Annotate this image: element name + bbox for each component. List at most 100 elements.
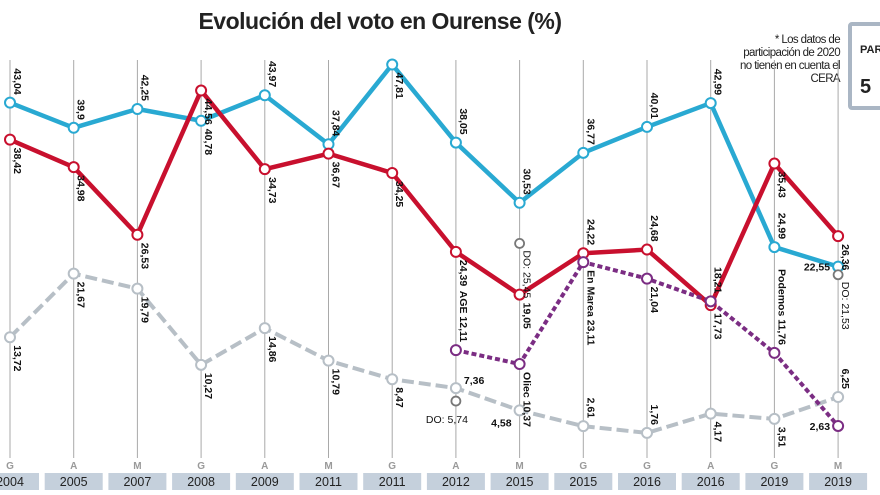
data-point <box>195 114 208 127</box>
data-label: 34,73 <box>266 177 278 203</box>
data-point <box>513 404 526 417</box>
data-point <box>513 196 526 209</box>
data-label: 19,05 <box>521 303 533 329</box>
election-type-label: A <box>261 461 268 472</box>
do-label: DO: 5,74 <box>426 414 468 426</box>
participation-label: PAR <box>860 44 880 56</box>
election-type-label: M <box>324 461 332 472</box>
data-point <box>704 407 717 420</box>
data-label: 36,67 <box>330 162 342 188</box>
data-label: 38,42 <box>11 148 23 174</box>
data-point <box>641 272 653 285</box>
year-label: 2004 <box>0 475 24 489</box>
data-label: 6,25 <box>839 369 851 390</box>
year-box <box>235 473 294 490</box>
data-point <box>4 331 16 344</box>
data-point <box>641 120 653 133</box>
data-point <box>768 346 781 359</box>
data-point <box>195 358 208 371</box>
year-box <box>554 473 613 490</box>
data-point <box>641 243 653 256</box>
data-label: Oliec 10,37 <box>521 372 533 427</box>
year-label: 2005 <box>60 475 88 489</box>
data-label: 18,21 <box>712 267 724 293</box>
year-label: 2008 <box>187 475 215 489</box>
data-point <box>832 419 845 432</box>
data-point <box>67 267 80 280</box>
data-label: 43,04 <box>11 68 23 94</box>
data-label: 42,99 <box>712 69 724 95</box>
data-label: 10,79 <box>330 369 342 395</box>
data-point <box>832 391 845 403</box>
year-box <box>44 473 103 490</box>
data-label: 34,98 <box>75 175 87 201</box>
election-type-label: M <box>515 461 523 472</box>
data-label: 30,53 <box>521 168 533 194</box>
data-point <box>258 89 271 102</box>
data-label: 4,58 <box>491 417 512 429</box>
data-point <box>322 147 335 160</box>
year-box <box>299 473 358 490</box>
data-label: 2,61 <box>584 398 596 419</box>
data-point <box>67 161 80 174</box>
data-point <box>386 167 399 179</box>
year-label: 2009 <box>251 475 279 489</box>
data-point <box>577 420 590 433</box>
data-point <box>131 282 144 295</box>
data-label: 38,05 <box>457 108 469 134</box>
data-point <box>67 121 80 134</box>
year-label: 2007 <box>123 475 151 489</box>
year-box <box>618 473 676 490</box>
election-type-label: A <box>452 461 459 472</box>
data-point <box>258 163 271 176</box>
election-type-label: G <box>388 461 396 472</box>
data-label: 26,36 <box>839 244 851 270</box>
data-label: 14,86 <box>266 336 278 362</box>
data-point <box>4 96 16 109</box>
data-label: 37,84 <box>330 110 342 136</box>
year-label: 2011 <box>379 475 406 489</box>
data-label: 8,47 <box>393 387 405 408</box>
data-label: 22,55 <box>804 262 830 274</box>
data-label: 34,25 <box>393 181 405 207</box>
data-label: 42,25 <box>138 75 150 101</box>
data-point <box>131 103 144 115</box>
data-label: 2,63 <box>810 421 831 433</box>
data-label: 35,43 <box>775 172 787 198</box>
year-label: 2011 <box>315 475 342 489</box>
cera-note: * Los datos de participación de 2020 no … <box>740 34 841 85</box>
data-label: 13,72 <box>11 345 23 371</box>
data-label: 3,51 <box>775 427 787 448</box>
data-label: 7,36 <box>464 375 485 387</box>
do-label: DO: 25,45 <box>521 250 533 298</box>
series-line <box>8 271 839 435</box>
data-label: 21,04 <box>648 287 660 313</box>
data-point <box>195 84 208 97</box>
year-box <box>809 473 868 490</box>
data-label: AGE 12,11 <box>457 291 469 343</box>
data-label: 40,78 <box>202 129 214 155</box>
data-label: 1,76 <box>648 404 660 425</box>
election-type-label: A <box>707 461 714 472</box>
data-point <box>258 322 271 335</box>
data-label: 26,53 <box>138 243 150 269</box>
election-type-label: G <box>643 461 651 472</box>
data-label: 19,79 <box>138 297 150 323</box>
year-label: 2015 <box>569 475 597 489</box>
data-point <box>449 382 462 395</box>
year-label: 2015 <box>506 475 534 489</box>
do-point <box>514 237 525 249</box>
data-point <box>704 97 717 110</box>
year-label: 2019 <box>824 475 852 489</box>
year-box <box>490 473 549 490</box>
election-type-label: M <box>834 461 842 472</box>
data-label: En Marea 23,11 <box>584 270 596 345</box>
election-type-label: G <box>6 461 14 472</box>
data-label: 24,22 <box>584 219 596 245</box>
series-line <box>9 62 839 269</box>
year-box <box>0 473 39 490</box>
year-box <box>745 473 804 490</box>
participation-value: 5 <box>860 76 872 98</box>
